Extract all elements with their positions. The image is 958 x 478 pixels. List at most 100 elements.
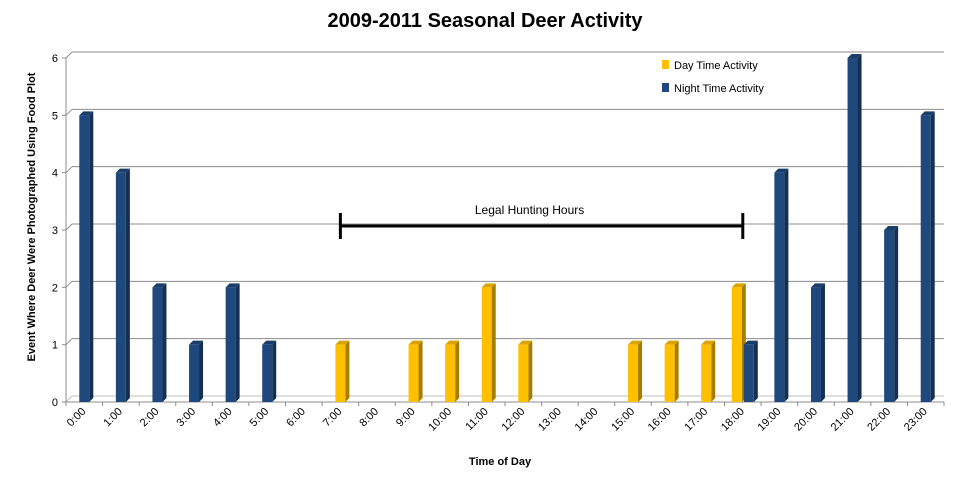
x-tick-label: 5:00 [248, 406, 272, 430]
bar-top [664, 340, 679, 345]
gridline-diag [65, 166, 73, 174]
bar-top [743, 340, 758, 345]
bar-top [731, 283, 746, 288]
bar [152, 283, 167, 402]
x-tick-label: 17:00 [682, 406, 710, 434]
gridline-diag [65, 280, 73, 288]
bar-side [491, 283, 496, 402]
bar [518, 340, 533, 402]
bar-side [235, 283, 240, 402]
bar-side [345, 340, 350, 402]
bar [743, 340, 758, 402]
x-tick-label: 7:00 [321, 406, 345, 430]
bar [701, 340, 716, 402]
chart-title: 2009-2011 Seasonal Deer Activity [327, 10, 643, 32]
bar-side [930, 111, 935, 402]
bar-side [820, 283, 825, 402]
legend-item-label: Day Time Activity [674, 60, 758, 72]
bar-face [743, 344, 754, 402]
bar [408, 340, 423, 402]
gridline-diag [65, 108, 73, 116]
bar-face [79, 115, 90, 402]
x-tick-label: 19:00 [756, 406, 784, 434]
bar-face [225, 287, 236, 402]
y-tick-label: 3 [52, 225, 58, 237]
bar-face [810, 287, 821, 402]
bar-face [920, 115, 931, 402]
bar-side [753, 340, 758, 402]
bar-face [628, 344, 639, 402]
bar-top [701, 340, 716, 345]
bar-face [664, 344, 675, 402]
bar-face [701, 344, 712, 402]
y-tick-label: 6 [52, 53, 58, 65]
bar-side [272, 340, 277, 402]
bar [445, 340, 460, 402]
x-axis-label: Time of Day [469, 456, 532, 468]
x-tick-label: 22:00 [865, 406, 893, 434]
floor-edge [65, 395, 73, 403]
bar-side [418, 340, 423, 402]
bar [335, 340, 350, 402]
bar-top [445, 340, 460, 345]
legend-swatch [662, 83, 669, 92]
bar-top [774, 168, 789, 173]
bar-top [115, 168, 130, 173]
bar-face [731, 287, 742, 402]
bar-top [847, 54, 862, 58]
x-tick-label: 8:00 [357, 406, 381, 430]
bar [920, 111, 935, 402]
x-tick-label: 20:00 [792, 406, 820, 434]
x-tick-label: 21:00 [829, 406, 857, 434]
bar-top [518, 340, 533, 345]
bar-top [79, 111, 94, 116]
bar-face [884, 230, 895, 402]
bar-top [225, 283, 240, 288]
bar-side [455, 340, 460, 402]
bar-face [774, 172, 785, 402]
bar-face [847, 58, 858, 402]
bar [810, 283, 825, 402]
bar-side [125, 168, 130, 402]
x-tick-label: 3:00 [175, 406, 199, 430]
bar-side [638, 340, 643, 402]
bar [189, 340, 204, 402]
x-tick-label: 2:00 [138, 406, 162, 430]
legend: Day Time Activity Night Time Activity [662, 60, 764, 95]
bar [731, 283, 746, 402]
bar-face [445, 344, 456, 402]
x-tick-label: 13:00 [536, 406, 564, 434]
x-tick-label: 23:00 [902, 406, 930, 434]
x-tick-label: 18:00 [719, 406, 747, 434]
bar [225, 283, 240, 402]
bar-top [408, 340, 423, 345]
x-tick-label: 4:00 [211, 406, 235, 430]
bar-face [408, 344, 419, 402]
x-tick-label: 12:00 [499, 406, 527, 434]
bar-top [628, 340, 643, 345]
x-tick-label: 1:00 [101, 406, 125, 430]
gridline-diag [65, 338, 73, 346]
bar-face [262, 344, 273, 402]
bar [628, 340, 643, 402]
y-tick-label: 2 [52, 282, 58, 294]
plot-area: 0 1 2 3 4 5 6 0:00 1:00 2:00 3:00 4:00 5:00 6:00 7:00 8… [52, 51, 945, 434]
bar-side [199, 340, 204, 402]
bar-side [162, 283, 167, 402]
bar-face [481, 287, 492, 402]
x-tick-label: 6:00 [284, 406, 308, 430]
bar [847, 54, 862, 402]
y-tick-label: 1 [52, 340, 58, 352]
gridline-diag [65, 51, 73, 59]
legend-swatch [662, 60, 669, 69]
legend-item-label: Night Time Activity [674, 83, 764, 95]
y-tick-label: 5 [52, 110, 58, 122]
bar [115, 168, 130, 402]
bar-face [152, 287, 163, 402]
bar-face [115, 172, 126, 402]
bar-face [335, 344, 346, 402]
hunting-hours-label: Legal Hunting Hours [475, 203, 584, 217]
x-tick-label: 9:00 [394, 406, 418, 430]
bar-side [784, 168, 789, 402]
gridline-diag [65, 223, 73, 231]
